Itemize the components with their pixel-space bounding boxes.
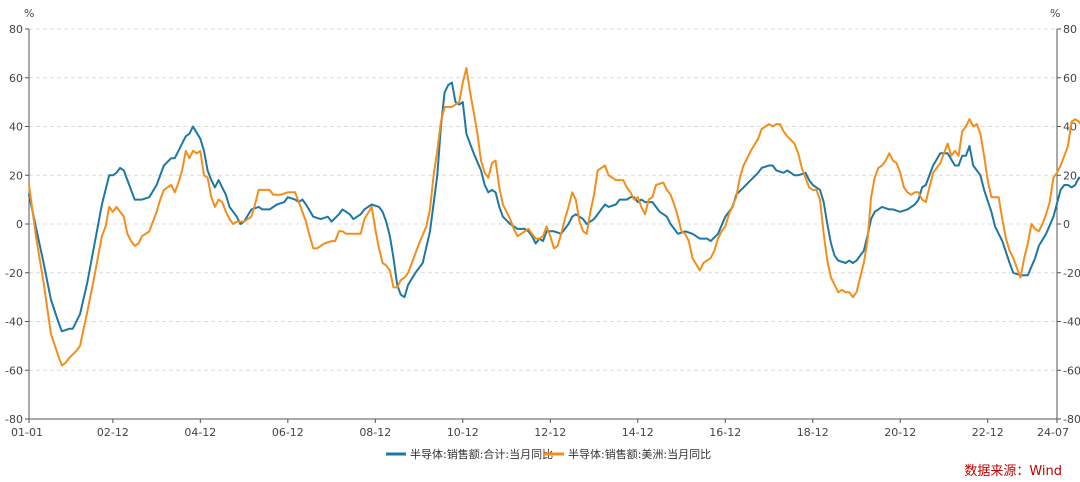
legend-label-total: 半导体:销售额:合计:当月同比: [410, 447, 553, 461]
x-tick-label: 12-12: [534, 426, 566, 439]
y-tick-label-right: -20: [1063, 267, 1080, 280]
y-axis-left-unit: %: [24, 7, 34, 20]
y-tick-label-right: 80: [1063, 23, 1077, 36]
y-tick-label-left: 40: [9, 121, 23, 134]
x-tick-label: 22-12: [972, 426, 1004, 439]
x-tick-label: 16-12: [709, 426, 741, 439]
y-tick-label-right: 60: [1063, 72, 1077, 85]
y-tick-label-right: -80: [1063, 413, 1080, 426]
y-axis-left-ticks: -80 -60 -40 -20 0 20 40 60 80: [5, 23, 29, 426]
data-source-note: 数据来源：Wind: [964, 464, 1062, 479]
y-axis-right-unit: %: [1050, 7, 1060, 20]
x-tick-label: 04-12: [184, 426, 216, 439]
series-line-0: [28, 81, 1080, 333]
y-tick-label-left: -80: [5, 413, 23, 426]
x-tick-label: 01-01: [11, 426, 43, 439]
y-tick-label-left: 0: [16, 218, 23, 231]
legend-label-americas: 半导体:销售额:美洲:当月同比: [568, 447, 711, 461]
x-tick-label: 20-12: [884, 426, 916, 439]
series-lines: [28, 67, 1080, 367]
y-tick-label-right: 20: [1063, 169, 1077, 182]
y-tick-label-right: 0: [1063, 218, 1070, 231]
x-tick-label: 10-12: [447, 426, 479, 439]
x-tick-label: 08-12: [359, 426, 391, 439]
y-tick-label-left: -40: [5, 316, 23, 329]
y-tick-label-left: -20: [5, 267, 23, 280]
y-tick-label-left: 80: [9, 23, 23, 36]
series-line-1: [28, 67, 1080, 367]
x-tick-label: 14-12: [622, 426, 654, 439]
y-tick-label-right: -40: [1063, 316, 1080, 329]
legend: 半导体:销售额:合计:当月同比 半导体:销售额:美洲:当月同比: [386, 447, 711, 461]
x-tick-label: 06-12: [272, 426, 304, 439]
y-tick-label-left: 60: [9, 72, 23, 85]
x-tick-label: 24-07: [1037, 426, 1069, 439]
x-tick-label: 18-12: [797, 426, 829, 439]
y-tick-label-right: -60: [1063, 364, 1080, 377]
grid-lines: [29, 28, 1057, 371]
y-tick-label-left: -60: [5, 364, 23, 377]
x-axis-ticks: 01-01 02-12 04-12 06-12 08-12 10-12 12-12 14-12…: [11, 419, 1069, 439]
y-tick-label-left: 20: [9, 169, 23, 182]
x-tick-label: 02-12: [97, 426, 129, 439]
